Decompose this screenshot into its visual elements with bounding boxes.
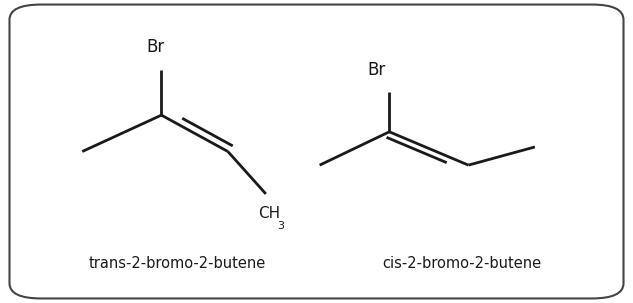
Text: cis-2-bromo-2-butene: cis-2-bromo-2-butene bbox=[382, 256, 542, 271]
Text: Br: Br bbox=[368, 61, 385, 79]
Text: trans-2-bromo-2-butene: trans-2-bromo-2-butene bbox=[89, 256, 266, 271]
Text: Br: Br bbox=[146, 38, 164, 56]
Text: 3: 3 bbox=[277, 221, 284, 231]
FancyBboxPatch shape bbox=[9, 5, 624, 298]
Text: CH: CH bbox=[258, 206, 280, 221]
